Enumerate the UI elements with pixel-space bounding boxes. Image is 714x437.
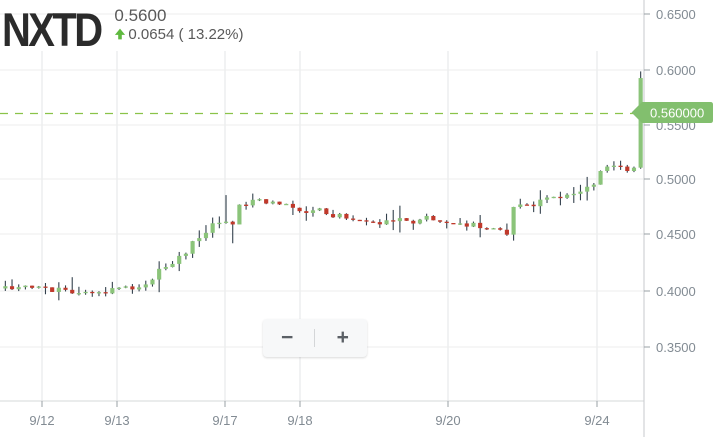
svg-text:9/18: 9/18: [287, 413, 312, 428]
svg-text:9/12: 9/12: [29, 413, 54, 428]
svg-text:0.6000: 0.6000: [656, 63, 696, 78]
svg-text:0.5000: 0.5000: [656, 172, 696, 187]
svg-text:0.3500: 0.3500: [656, 340, 696, 355]
svg-text:0.560000: 0.560000: [650, 106, 704, 121]
svg-text:9/13: 9/13: [104, 413, 129, 428]
svg-text:9/24: 9/24: [584, 413, 609, 428]
svg-text:9/17: 9/17: [212, 413, 237, 428]
svg-text:9/20: 9/20: [435, 413, 460, 428]
svg-text:0.4000: 0.4000: [656, 284, 696, 299]
svg-text:0.6500: 0.6500: [656, 7, 696, 22]
svg-text:0.4500: 0.4500: [656, 227, 696, 242]
